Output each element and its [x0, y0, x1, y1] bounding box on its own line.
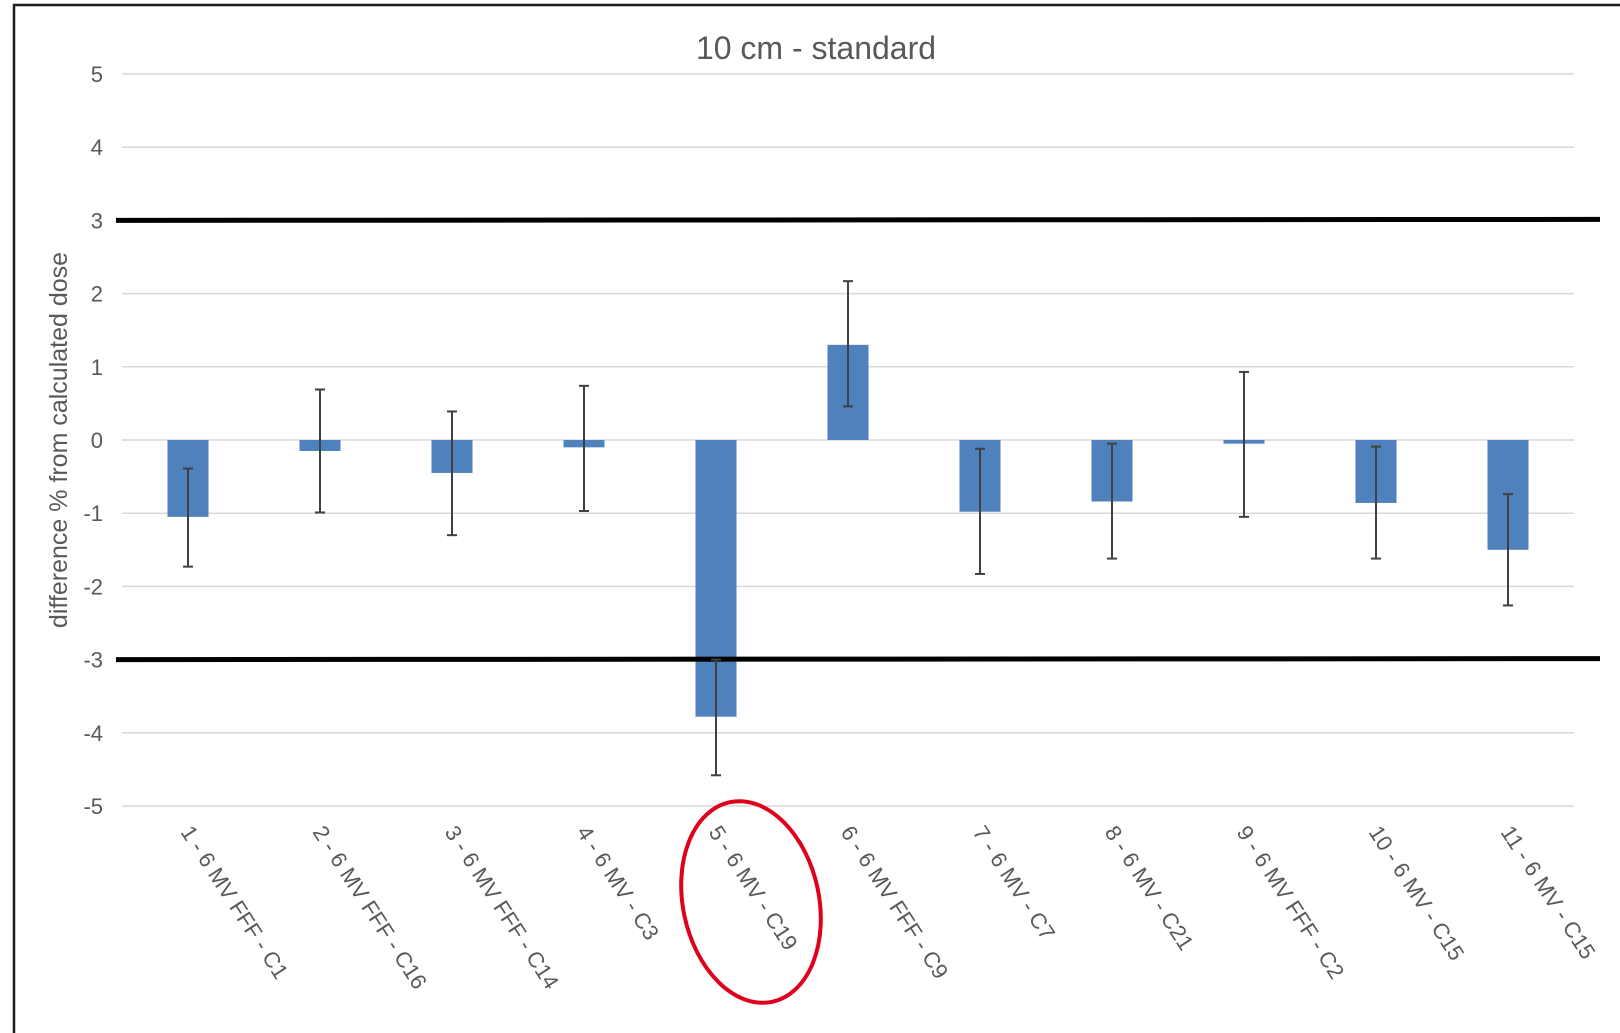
x-tick-label: 1 - 6 MV FFF - C1 — [176, 821, 294, 983]
x-tick-label: 6 - 6 MV FFF - C9 — [836, 821, 954, 983]
y-tick-label: 3 — [91, 208, 103, 233]
y-tick-label: 2 — [91, 282, 103, 307]
error-bar — [447, 410, 457, 537]
error-bar — [1239, 370, 1249, 518]
x-tick-label: 10 - 6 MV - C15 — [1364, 821, 1470, 965]
error-bar — [975, 447, 985, 575]
y-axis-ticks: 5 4 3 2 1 0 -1 -2 -3 -4 -5 — [83, 62, 103, 819]
x-tick-label: 7 - 6 MV - C7 — [968, 821, 1060, 944]
y-tick-label: 4 — [91, 135, 103, 160]
x-tick-label: 9 - 6 MV FFF - C2 — [1232, 821, 1350, 983]
x-axis-ticks: 1 - 6 MV FFF - C1 2 - 6 MV FFF - C16 3 - 6… — [176, 821, 1601, 994]
error-bar — [315, 388, 325, 514]
y-tick-label: -1 — [83, 501, 103, 526]
x-tick-label: 4 - 6 MV - C3 — [572, 821, 664, 944]
x-tick-label: 11 - 6 MV - C15 — [1496, 821, 1601, 963]
x-tick-label: 2 - 6 MV FFF - C16 — [308, 821, 432, 994]
error-bar — [579, 384, 589, 513]
threshold-line — [115, 216, 1601, 223]
y-axis-label: difference % from calculated dose — [45, 252, 73, 628]
y-tick-label: 5 — [91, 62, 103, 87]
x-tick-label: 5 - 6 MV - C19 — [704, 821, 803, 955]
y-tick-label: -5 — [83, 794, 103, 819]
y-tick-label: 0 — [91, 428, 103, 453]
y-tick-label: -4 — [83, 721, 103, 746]
highlight-circle — [679, 799, 823, 1005]
error-layer — [183, 280, 1513, 777]
chart-frame — [12, 3, 1620, 1033]
error-bar — [183, 467, 193, 568]
threshold-layer — [115, 216, 1601, 663]
threshold-line — [115, 656, 1601, 663]
y-tick-label: -3 — [83, 648, 103, 673]
x-tick-label: 3 - 6 MV FFF - C14 — [440, 821, 564, 994]
error-bar — [1503, 493, 1513, 607]
chart-title: 10 cm - standard — [696, 30, 936, 66]
error-bar — [843, 280, 853, 408]
y-tick-label: 1 — [91, 355, 103, 380]
error-bar — [711, 658, 721, 777]
error-bar — [1107, 442, 1117, 560]
x-tick-label: 8 - 6 MV - C21 — [1100, 821, 1199, 955]
y-tick-label: -2 — [83, 574, 103, 599]
error-bar — [1371, 445, 1381, 560]
